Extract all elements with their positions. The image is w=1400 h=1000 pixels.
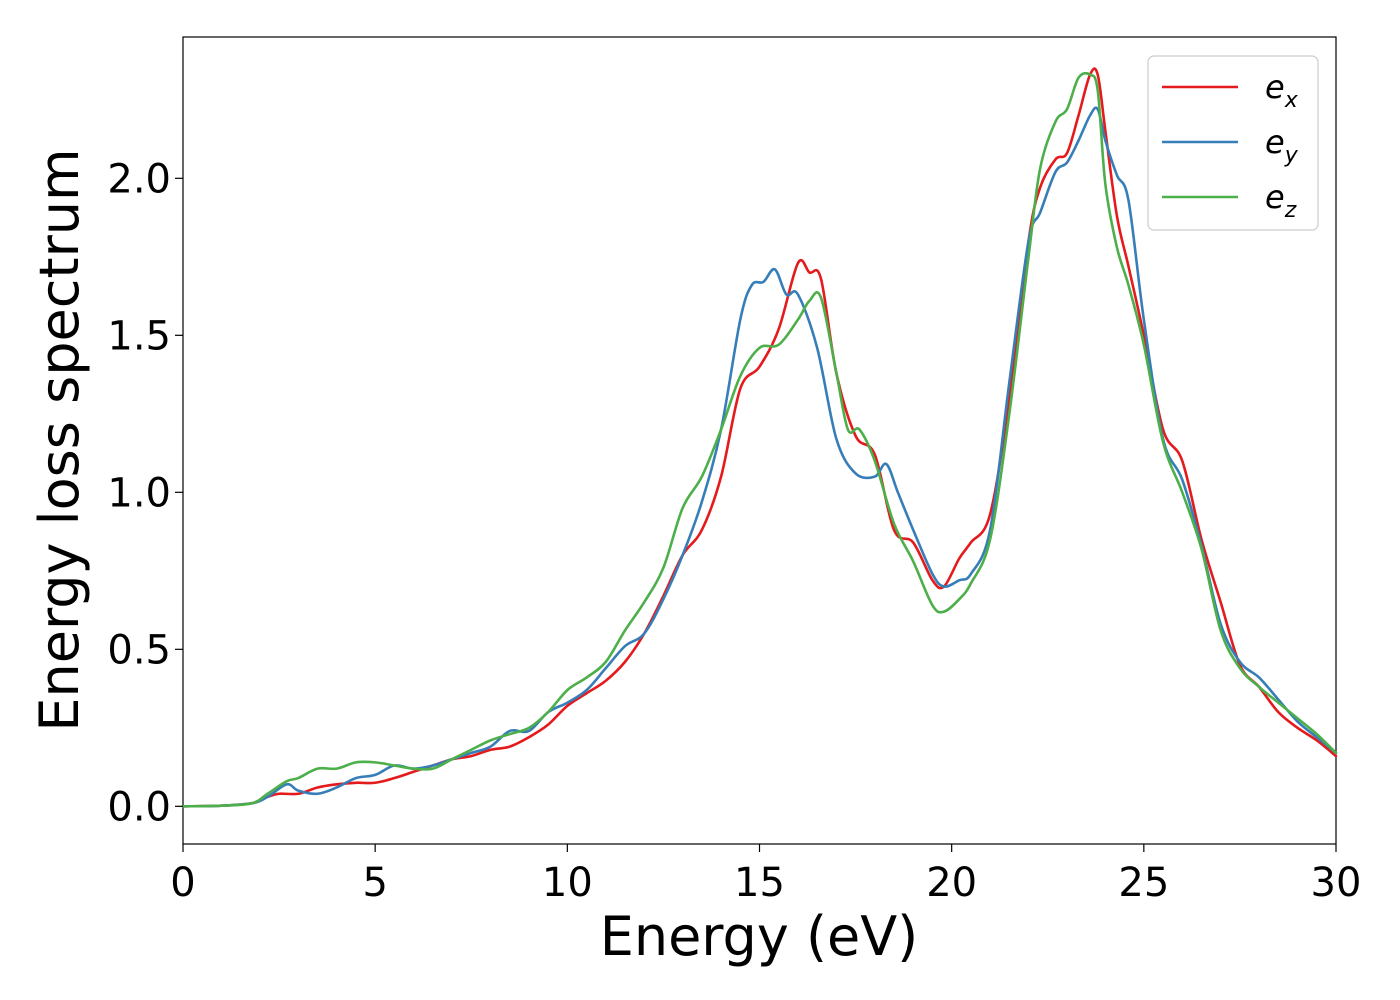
y-tick-label: 1.0 bbox=[107, 470, 171, 516]
legend-label-y: ey bbox=[1265, 123, 1299, 168]
y-axis-ticks: 0.0 0.5 1.0 1.5 2.0 bbox=[107, 156, 183, 830]
series-layer bbox=[181, 67, 1338, 808]
series-line-z bbox=[181, 71, 1338, 808]
legend-label-subscript: y bbox=[1284, 143, 1299, 168]
y-tick-label: 2.0 bbox=[107, 156, 171, 202]
legend-label-base: e bbox=[1265, 178, 1285, 216]
legend-label-z: ez bbox=[1265, 178, 1297, 223]
x-tick-label: 0 bbox=[170, 860, 195, 906]
x-tick-label: 5 bbox=[362, 860, 387, 906]
legend-label-base: e bbox=[1265, 123, 1285, 161]
series-line-y bbox=[181, 106, 1338, 808]
legend-label-x: ex bbox=[1265, 68, 1299, 113]
x-tick-label: 30 bbox=[1311, 860, 1362, 906]
x-axis-label: Energy (eV) bbox=[600, 905, 919, 968]
y-tick-label: 0.0 bbox=[107, 784, 171, 830]
x-axis-ticks: 0 5 10 15 20 25 30 bbox=[170, 844, 1361, 906]
x-tick-label: 25 bbox=[1118, 860, 1169, 906]
y-tick-label: 0.5 bbox=[107, 627, 171, 673]
series-line-x bbox=[181, 67, 1338, 808]
legend-label-subscript: x bbox=[1284, 88, 1299, 113]
y-axis-label: Energy loss spectrum bbox=[28, 148, 91, 731]
legend-label-base: e bbox=[1265, 68, 1285, 106]
y-tick-label: 1.5 bbox=[107, 313, 171, 359]
x-tick-label: 10 bbox=[542, 860, 593, 906]
legend-label-subscript: z bbox=[1284, 198, 1297, 223]
x-tick-label: 20 bbox=[926, 860, 977, 906]
x-tick-label: 15 bbox=[734, 860, 785, 906]
